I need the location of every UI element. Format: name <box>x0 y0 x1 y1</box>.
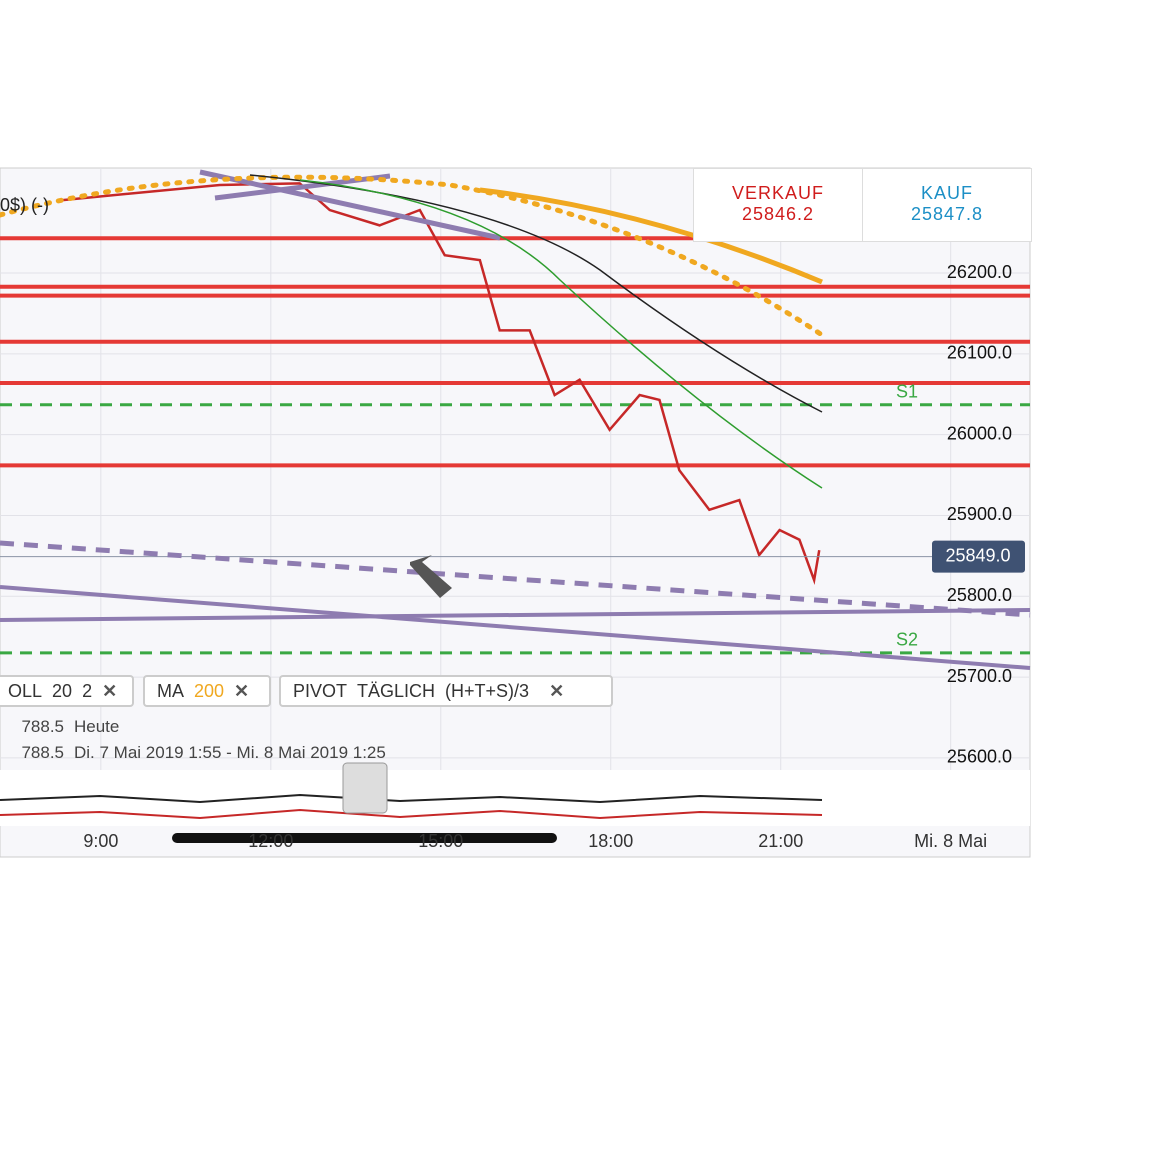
home-indicator[interactable] <box>172 833 557 843</box>
info-row: 788.5 Di. 7 Mai 2019 1:55 - Mi. 8 Mai 201… <box>0 743 386 763</box>
indicator-name: MA <box>157 680 184 701</box>
indicator-param: 200 <box>194 680 225 701</box>
indicator-param: (H+T+S)/3 <box>445 680 530 701</box>
indicator-chip[interactable]: MA 200 ✕ <box>143 675 271 707</box>
price-line <box>59 182 821 585</box>
indicator-chip[interactable]: PIVOT TÄGLICH (H+T+S)/3 ✕ <box>279 675 613 707</box>
current-price-tag <box>932 540 1025 573</box>
y-tick-label: 26200.0 <box>947 262 1012 282</box>
close-button[interactable]: ✕ <box>234 680 250 701</box>
info-value: 788.5 <box>21 743 64 762</box>
indicator-chip[interactable]: OLL 20 2 ✕ <box>0 675 134 707</box>
cursor-arrow <box>410 555 452 598</box>
y-tick-label: 25900.0 <box>947 504 1012 524</box>
x-tick-label: Mi. 8 Mai <box>914 831 987 851</box>
moving-average <box>299 179 823 489</box>
sell-button[interactable]: VERKAUF 25846.2 <box>693 168 863 242</box>
close-button[interactable]: ✕ <box>102 680 118 701</box>
trend-line <box>0 585 1031 670</box>
indicator-name: PIVOT <box>293 680 348 701</box>
indicator-param: 20 <box>52 680 73 701</box>
y-tick-label: 26000.0 <box>947 423 1012 443</box>
sell-price: 25846.2 <box>741 204 815 224</box>
instrument-label: 0$) (-) <box>0 195 49 215</box>
y-tick-label: 26100.0 <box>947 343 1012 363</box>
buy-button[interactable]: KAUF 25847.8 <box>862 168 1032 242</box>
info-text: Heute <box>74 717 120 736</box>
oscillator-line <box>0 793 823 804</box>
current-price-label: 25849.0 <box>945 545 1010 565</box>
marks <box>0 168 1030 826</box>
oscillator-line <box>0 808 823 820</box>
trend-line <box>0 540 1031 618</box>
close-button[interactable]: ✕ <box>549 680 565 701</box>
x-tick-label: 21:00 <box>758 831 803 851</box>
indicator-param: 2 <box>82 680 93 701</box>
buy-label: KAUF <box>920 183 973 203</box>
panel-handle[interactable] <box>342 762 388 814</box>
indicator-param: TÄGLICH <box>357 680 436 701</box>
sell-label: VERKAUF <box>731 183 825 203</box>
trend-line <box>0 608 1031 622</box>
indicator-name: OLL <box>8 680 43 701</box>
y-tick-label: 25800.0 <box>947 585 1012 605</box>
x-tick-label: 9:00 <box>83 831 118 851</box>
info-text: Di. 7 Mai 2019 1:55 - Mi. 8 Mai 2019 1:2… <box>74 743 386 762</box>
pivot-label: S1 <box>896 382 918 402</box>
info-row: 788.5 Heute <box>0 717 119 737</box>
trend-line <box>199 169 501 241</box>
x-tick-label: 12:00 <box>248 831 293 851</box>
buy-price: 25847.8 <box>910 204 984 224</box>
x-tick-label: 15:00 <box>418 831 463 851</box>
y-tick-label: 25600.0 <box>947 747 1012 767</box>
info-value: 788.5 <box>21 717 64 736</box>
moving-average <box>479 187 823 285</box>
pivot-label: S2 <box>896 630 918 650</box>
y-tick-label: 25700.0 <box>947 666 1012 686</box>
x-tick-label: 18:00 <box>588 831 633 851</box>
moving-average <box>0 174 825 338</box>
chart-frame <box>0 167 1031 858</box>
